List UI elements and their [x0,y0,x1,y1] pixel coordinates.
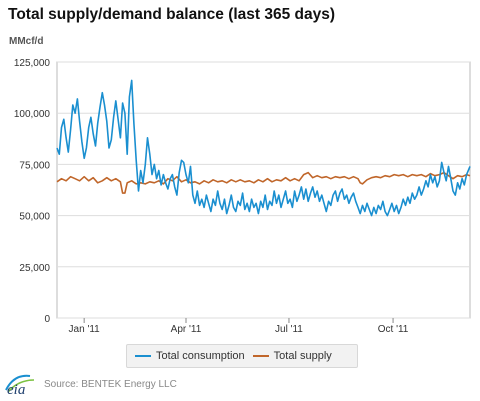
y-tick-label: 100,000 [14,109,51,120]
y-tick-label: 125,000 [14,58,51,69]
y-tick-label: 75,000 [19,160,50,171]
legend-swatch-supply [252,355,269,357]
series-line-supply [56,171,471,194]
y-axis-unit-label: MMcf/d [9,36,44,47]
legend-item-consumption[interactable]: Total consumption [135,350,245,362]
x-tick-label: Jul '11 [275,324,303,335]
legend-label-consumption: Total consumption [156,350,245,362]
x-tick-label: Oct '11 [378,324,409,335]
source-note: Source: BENTEK Energy LLC [44,378,177,390]
legend-item-supply[interactable]: Total supply [252,350,332,362]
x-tick-label: Jan '11 [69,324,101,335]
legend-label-supply: Total supply [273,350,332,362]
eia-logo: eia [4,372,44,398]
chart-legend: Total consumption Total supply [126,344,358,368]
y-tick-label: 25,000 [19,263,50,274]
legend-swatch-consumption [135,355,151,357]
plot-area [56,61,471,319]
series-line-consumption [56,79,471,217]
y-tick-label: 50,000 [19,212,50,223]
line-chart: 0 25,000 50,000 75,000 100,000 125,000 Jan '11… [14,58,471,335]
x-tick-label: Apr '11 [171,324,202,335]
y-tick-label: 0 [44,314,50,325]
chart-title: Total supply/demand balance (last 365 da… [8,6,336,23]
chart-footer: eia Source: BENTEK Energy LLC [4,372,177,398]
eia-logo-text: eia [7,382,25,396]
